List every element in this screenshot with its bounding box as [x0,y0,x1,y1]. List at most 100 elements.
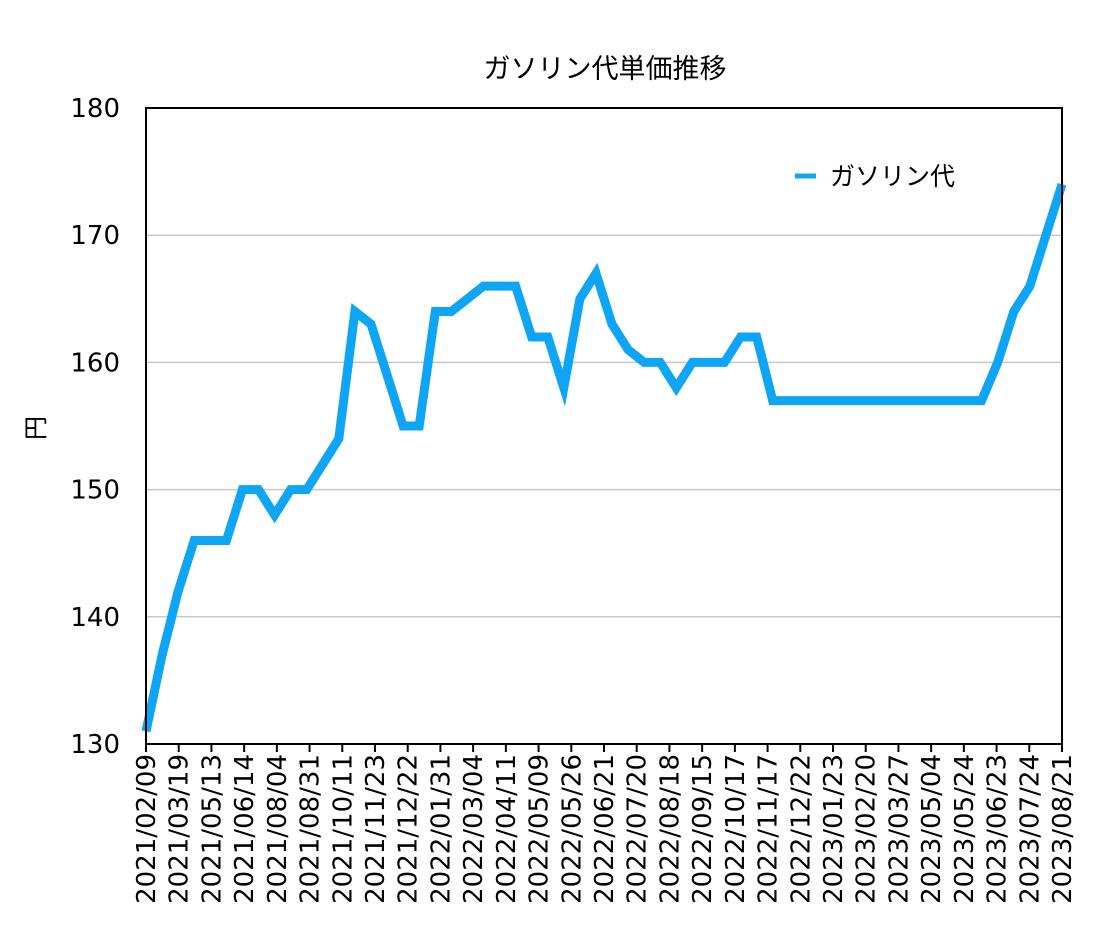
data-point [177,590,180,593]
x-tick-label: 2021/08/31 [296,754,326,904]
data-point [627,348,630,351]
data-point [466,297,469,300]
x-tick-label: 2023/08/21 [1048,754,1078,904]
x-tick-label: 2022/11/17 [754,754,784,904]
x-tick-label: 2021/11/23 [361,754,391,904]
y-axis-ticks: 130 140 150 160 170 180 [70,94,120,760]
x-tick-label: 2023/06/23 [983,754,1013,904]
data-point [273,514,276,516]
x-tick-label: 2022/05/09 [525,754,555,904]
data-point [257,488,260,491]
data-point [819,399,822,402]
data-point [659,361,662,364]
x-tick-label: 2023/07/24 [1015,754,1045,904]
data-point [498,285,501,288]
x-tick-label: 2021/03/19 [165,754,195,904]
data-point [482,285,485,288]
data-point [675,386,678,389]
data-point [707,361,710,364]
data-point [353,310,356,313]
data-point [884,399,887,402]
y-tick-label: 180 [70,94,120,124]
data-point [932,399,935,402]
data-point [514,285,517,288]
data-point [305,488,308,491]
data-point [402,425,405,427]
x-tick-label: 2023/03/27 [884,754,914,904]
data-point [1012,310,1015,313]
data-point [739,336,742,338]
x-tick-label: 2021/12/22 [394,754,424,904]
data-point [852,399,855,402]
data-point [643,361,646,364]
x-tick-label: 2022/03/04 [459,754,489,904]
x-tick-label: 2022/05/26 [557,754,587,904]
data-point [370,323,372,326]
x-tick-label: 2022/07/20 [623,754,653,904]
x-tick-label: 2022/12/22 [786,754,816,904]
y-tick-label: 160 [70,348,120,378]
x-tick-label: 2021/06/14 [230,754,260,904]
data-point [386,374,389,377]
data-point [723,361,726,364]
x-tick-label: 2022/08/18 [655,754,685,904]
data-point [193,539,196,542]
x-tick-label: 2021/02/09 [132,754,162,904]
data-point [996,361,999,364]
data-point [900,399,903,402]
data-point [803,399,806,402]
data-point [595,272,597,275]
x-tick-label: 2022/10/17 [721,754,751,904]
data-point [418,425,421,427]
legend: ガソリン代 [795,162,955,191]
x-tick-label: 2022/09/15 [688,754,718,904]
data-point [546,336,549,338]
x-tick-label: 2022/06/21 [590,754,620,904]
data-point [755,336,758,338]
data-point [1028,285,1031,288]
series-group [141,182,1067,733]
x-tick-label: 2021/10/11 [328,754,358,904]
plot-frame [145,107,1063,745]
chart-title: ガソリン代単価推移 [484,54,727,85]
data-point [161,654,164,656]
data-point [578,297,581,300]
y-tick-label: 130 [70,730,120,760]
data-point [771,399,774,402]
data-point [450,310,453,313]
data-point [289,488,292,491]
series-line [141,182,1067,733]
data-point [916,399,919,402]
data-point [562,386,565,389]
data-point [225,539,228,542]
y-tick-label: 140 [70,603,120,633]
data-point [980,399,983,402]
x-tick-label: 2022/04/11 [492,754,522,904]
y-tick-label: 150 [70,476,120,506]
data-point [434,310,437,313]
x-tick-label: 2022/01/31 [426,754,456,904]
data-point [611,323,613,326]
x-tick-label: 2021/05/13 [197,754,227,904]
data-point [209,539,212,542]
data-point [868,399,871,402]
x-tick-label: 2021/08/04 [263,754,293,904]
y-tick-label: 170 [70,221,120,251]
data-point [1044,234,1047,237]
data-point [787,399,790,402]
y-axis-label: 円 [22,416,50,440]
data-point [337,437,340,440]
x-tick-label: 2023/05/04 [917,754,947,904]
data-point [241,488,244,491]
legend-label: ガソリン代 [830,162,955,191]
data-point [321,463,324,466]
x-tick-label: 2023/01/23 [819,754,849,904]
x-tick-label: 2023/02/20 [852,754,882,904]
x-tick-label: 2023/05/24 [950,754,980,904]
data-point [691,361,694,364]
x-axis-ticks: 2021/02/09 2021/03/19 2021/05/13 2021/06/14… [132,744,1078,904]
data-point [530,336,533,338]
data-point [964,399,967,402]
data-point [948,399,951,402]
